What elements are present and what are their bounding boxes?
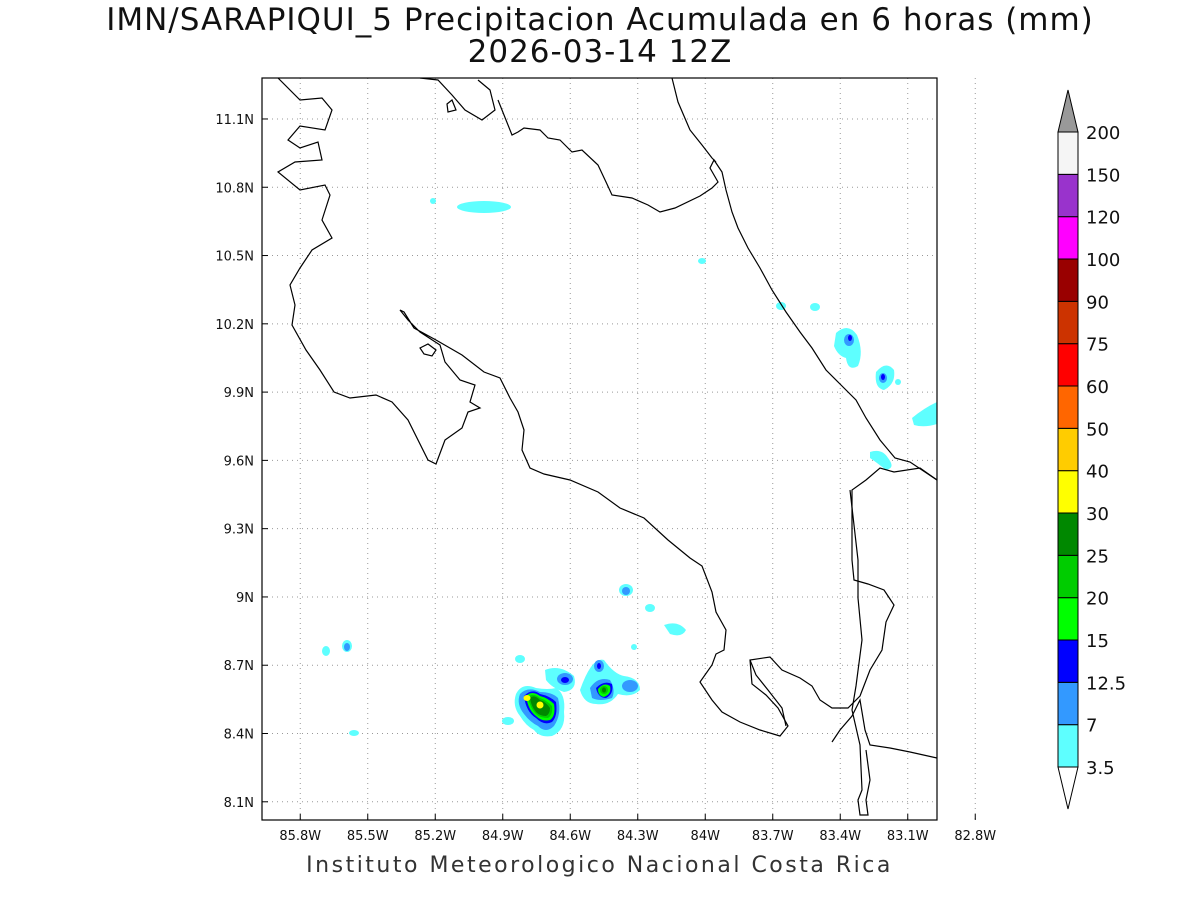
precip-cell <box>457 201 511 213</box>
island-outline <box>446 99 457 113</box>
colorbar-swatch <box>1057 385 1079 429</box>
lon-tick-label: 84W <box>691 829 721 844</box>
colorbar-label: 150 <box>1086 165 1120 186</box>
osa-peninsula-interior <box>749 659 787 727</box>
lat-tick-label: 9.6N <box>224 454 254 469</box>
precip-cell <box>870 450 892 470</box>
colorbar-swatch <box>1057 512 1079 556</box>
longitude-labels: 85.8W 85.5W 85.2W 84.9W 84.6W 84.3W 84W 83.7W 83… <box>279 829 996 844</box>
colorbar-swatch <box>1057 131 1079 175</box>
colorbar-label: 100 <box>1086 250 1120 271</box>
colorbar-label: 40 <box>1086 462 1109 483</box>
lon-tick-label: 84.9W <box>482 829 524 844</box>
precip-cell <box>602 687 606 693</box>
colorbar: 3.5 7 12.5 15 20 25 30 40 50 60 75 90 100 120 150 200 <box>1057 89 1126 810</box>
precip-cell <box>631 644 637 650</box>
panama-border <box>849 489 871 816</box>
precip-cell <box>881 374 885 380</box>
colorbar-label: 3.5 <box>1086 758 1115 779</box>
lake-outline <box>419 343 437 357</box>
lon-tick-label: 84.6W <box>549 829 591 844</box>
lat-tick-label: 10.5N <box>215 250 254 265</box>
precip-cell <box>344 643 350 651</box>
precip-cell <box>664 623 686 636</box>
coastline <box>276 78 937 816</box>
footer-credit: Instituto Meteorologico Nacional Costa R… <box>306 853 893 878</box>
map-gridlines <box>262 78 976 820</box>
caribbean-coastline <box>419 78 937 481</box>
colorbar-label: 200 <box>1086 123 1120 144</box>
colorbar-swatch <box>1057 554 1079 599</box>
precip-cell <box>515 655 525 663</box>
lon-tick-label: 85.8W <box>279 829 321 844</box>
colorbar-label: 15 <box>1086 631 1109 652</box>
burica-peninsula <box>831 698 937 759</box>
lon-tick-label: 83.4W <box>819 829 861 844</box>
lat-tick-label: 10.8N <box>215 181 254 196</box>
precip-cell <box>834 327 861 368</box>
lat-tick-label: 8.7N <box>224 659 254 674</box>
lon-tick-label: 83.7W <box>752 829 794 844</box>
precip-cell <box>645 604 655 612</box>
lat-tick-label: 9.9N <box>224 386 254 401</box>
lat-tick-label: 9N <box>236 591 254 606</box>
precip-cell <box>597 663 601 669</box>
colorbar-label: 50 <box>1086 419 1109 440</box>
lon-tick-label: 82.8W <box>954 829 996 844</box>
precip-cell <box>523 695 531 701</box>
lat-tick-label: 9.3N <box>224 523 254 538</box>
precip-cell <box>622 680 638 692</box>
precip-cell <box>912 402 937 427</box>
colorbar-swatch <box>1057 300 1079 345</box>
colorbar-swatch <box>1057 173 1079 218</box>
lon-tick-label: 85.2W <box>414 829 456 844</box>
colorbar-label: 12.5 <box>1086 673 1126 694</box>
lat-tick-label: 11.1N <box>215 113 254 128</box>
colorbar-label: 7 <box>1086 716 1097 737</box>
lon-tick-label: 85.5W <box>347 829 389 844</box>
precip-cell <box>848 335 852 341</box>
precip-cell <box>561 677 569 683</box>
colorbar-swatch <box>1057 681 1079 726</box>
map-frame <box>261 77 938 821</box>
pacific-coastline <box>276 78 937 737</box>
colorbar-swatch <box>1057 724 1079 768</box>
colorbar-top-arrow <box>1057 89 1079 133</box>
colorbar-label: 25 <box>1086 546 1109 567</box>
colorbar-bottom-arrow <box>1057 766 1079 810</box>
precip-cell <box>502 717 514 725</box>
map-valid-time: 2026-03-14 12Z <box>467 34 733 70</box>
colorbar-swatch <box>1057 216 1079 260</box>
colorbar-label: 120 <box>1086 208 1120 229</box>
precip-cell <box>622 587 630 595</box>
colorbar-swatch <box>1057 470 1079 514</box>
precip-cell <box>349 730 359 736</box>
precipitation-field <box>322 198 937 737</box>
precip-cell <box>430 198 436 204</box>
colorbar-swatch <box>1057 427 1079 472</box>
colorbar-swatch <box>1057 343 1079 387</box>
precip-cell <box>322 646 330 656</box>
lat-tick-label: 8.4N <box>224 728 254 743</box>
colorbar-label: 75 <box>1086 335 1109 356</box>
colorbar-swatch <box>1057 597 1079 641</box>
colorbar-label: 90 <box>1086 292 1109 313</box>
lon-tick-label: 83.1W <box>887 829 929 844</box>
latitude-labels: 8.1N 8.4N 8.7N 9N 9.3N 9.6N 9.9N 10.2N 10.5N 10.8… <box>215 113 254 811</box>
lon-tick-label: 84.3W <box>617 829 659 844</box>
colorbar-swatch <box>1057 258 1079 302</box>
precip-cell <box>895 379 901 385</box>
colorbar-label: 20 <box>1086 589 1109 610</box>
colorbar-label: 30 <box>1086 504 1109 525</box>
precip-cell <box>536 701 544 709</box>
colorbar-label: 60 <box>1086 377 1109 398</box>
colorbar-swatch <box>1057 639 1079 683</box>
nicaragua-border <box>671 78 717 163</box>
lat-tick-label: 8.1N <box>224 796 254 811</box>
precip-cell <box>810 303 820 311</box>
precip-cell <box>698 258 706 264</box>
lat-tick-label: 10.2N <box>215 318 254 333</box>
map-title: IMN/SARAPIQUI_5 Precipitacion Acumulada … <box>106 2 1094 38</box>
